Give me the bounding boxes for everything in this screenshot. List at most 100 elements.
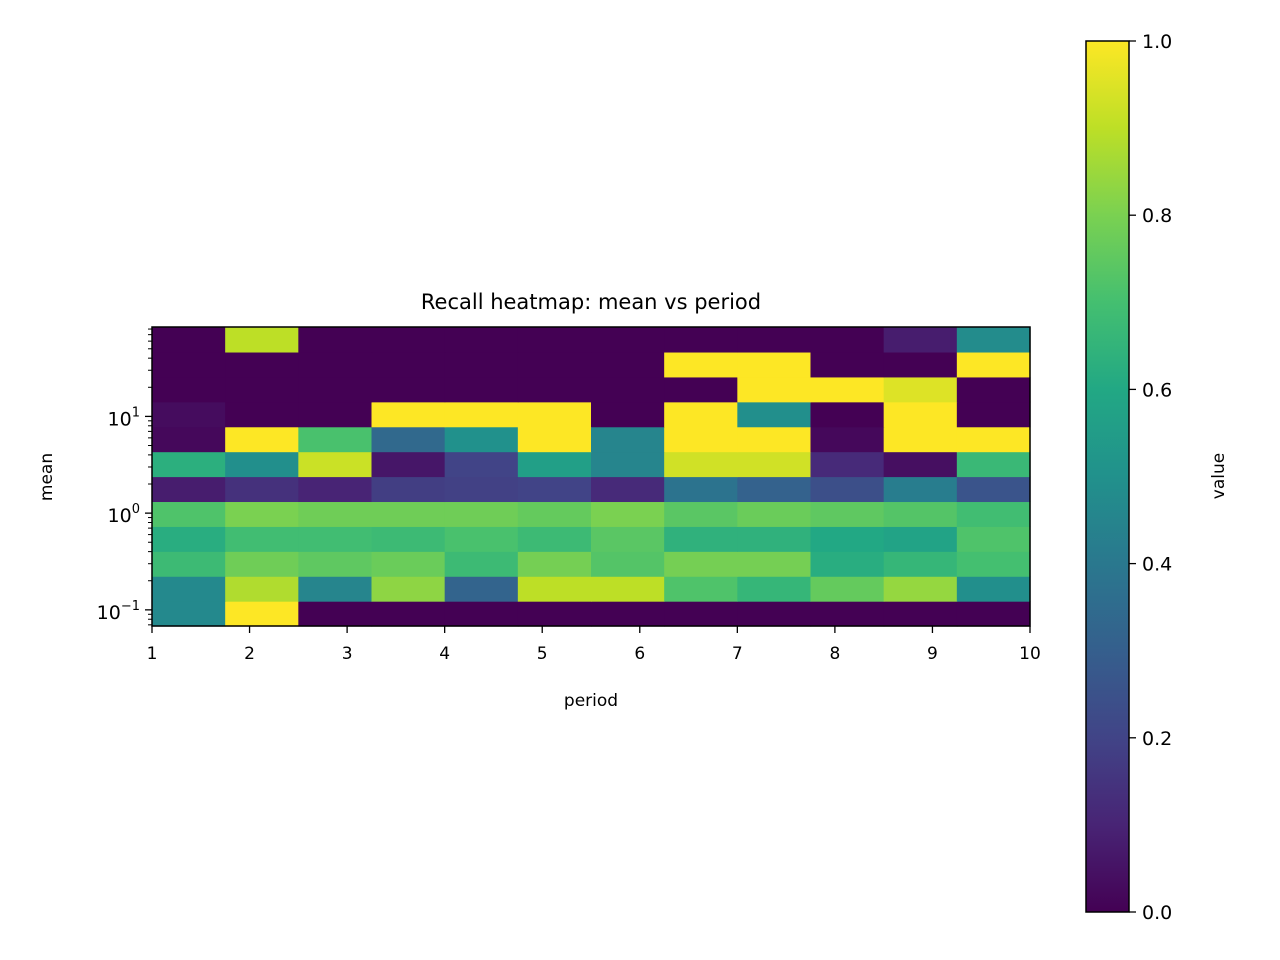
colorbar-tick-label: 0.0 <box>1142 902 1172 924</box>
heatmap-cell <box>883 526 958 552</box>
heatmap-cell <box>664 327 738 353</box>
heatmap-cell <box>152 526 226 552</box>
heatmap-cell <box>152 501 226 527</box>
heatmap-cell <box>883 376 958 403</box>
heatmap-cell <box>956 327 1031 353</box>
heatmap-cell <box>298 601 373 627</box>
heatmap-cell <box>225 376 299 403</box>
y-axis-label: mean <box>37 453 57 501</box>
heatmap-cell <box>298 526 373 552</box>
heatmap-cell <box>225 476 299 503</box>
heatmap-cell <box>152 426 226 453</box>
x-tick-label: 4 <box>439 644 450 664</box>
heatmap-cell <box>517 451 592 478</box>
heatmap-cell <box>444 551 519 577</box>
heatmap-cell <box>956 401 1031 428</box>
heatmap-cell <box>737 526 812 552</box>
x-tick-label: 3 <box>342 644 353 664</box>
heatmap-cell <box>591 476 665 503</box>
heatmap-cell <box>444 576 519 602</box>
heatmap-cell <box>664 526 738 552</box>
heatmap-cell <box>444 501 519 527</box>
heatmap-cell <box>810 426 885 453</box>
heatmap-cell <box>810 327 885 353</box>
heatmap-cells <box>152 327 1031 627</box>
heatmap-cell <box>444 601 519 627</box>
heatmap-cell <box>152 476 226 503</box>
heatmap-cell <box>664 551 738 577</box>
x-tick-label: 5 <box>537 644 548 664</box>
y-tick-label: 101 <box>108 405 140 430</box>
heatmap-cell <box>517 376 592 403</box>
heatmap-cell <box>298 501 373 527</box>
heatmap-cell <box>810 376 885 403</box>
heatmap-cell <box>371 551 446 577</box>
heatmap-cell <box>810 576 885 602</box>
heatmap-cell <box>737 327 812 353</box>
heatmap-cell <box>737 476 812 503</box>
heatmap-cell <box>956 576 1031 602</box>
heatmap-cell <box>737 351 812 378</box>
heatmap-cell <box>737 376 812 403</box>
heatmap-cell <box>371 576 446 602</box>
heatmap-cell <box>517 576 592 602</box>
heatmap-cell <box>444 327 519 353</box>
heatmap-cell <box>956 601 1031 627</box>
heatmap-cell <box>956 551 1031 577</box>
heatmap-cell <box>371 601 446 627</box>
heatmap-cell <box>152 551 226 577</box>
heatmap-cell <box>737 501 812 527</box>
heatmap-cell <box>444 351 519 378</box>
colorbar-ticks: 0.0 0.2 0.4 0.6 0.8 1.0 <box>1129 31 1172 924</box>
heatmap-cell <box>810 551 885 577</box>
colorbar-label: value <box>1209 453 1229 499</box>
heatmap-cell <box>591 401 665 428</box>
x-tick-label: 7 <box>732 644 743 664</box>
heatmap-cell <box>225 451 299 478</box>
heatmap-cell <box>737 551 812 577</box>
heatmap-cell <box>883 601 958 627</box>
heatmap-cell <box>883 501 958 527</box>
heatmap-cell <box>664 376 738 403</box>
heatmap-cell <box>225 351 299 378</box>
heatmap-cell <box>225 601 299 627</box>
heatmap-cell <box>517 526 592 552</box>
heatmap-cell <box>737 576 812 602</box>
heatmap-cell <box>956 451 1031 478</box>
heatmap-cell <box>371 451 446 478</box>
colorbar-tick-label: 0.8 <box>1142 205 1172 227</box>
heatmap-cell <box>591 501 665 527</box>
heatmap-cell <box>371 327 446 353</box>
heatmap-cell <box>152 351 226 378</box>
colorbar-tick-label: 0.2 <box>1142 728 1172 750</box>
heatmap-cell <box>298 426 373 453</box>
heatmap-cell <box>225 426 299 453</box>
heatmap-cell <box>664 576 738 602</box>
heatmap-cell <box>371 376 446 403</box>
x-tick-label: 10 <box>1019 644 1041 664</box>
heatmap-cell <box>444 526 519 552</box>
heatmap-cell <box>152 401 226 428</box>
heatmap-cell <box>810 401 885 428</box>
heatmap-cell <box>883 426 958 453</box>
heatmap-cell <box>517 476 592 503</box>
y-tick-label: 10−1 <box>97 599 140 624</box>
heatmap-cell <box>298 401 373 428</box>
heatmap-cell <box>225 526 299 552</box>
heatmap-cell <box>225 401 299 428</box>
heatmap-cell <box>371 526 446 552</box>
heatmap-cell <box>152 601 226 627</box>
heatmap-cell <box>371 401 446 428</box>
heatmap-cell <box>591 376 665 403</box>
heatmap-cell <box>810 451 885 478</box>
heatmap-cell <box>810 351 885 378</box>
x-tick-label: 2 <box>244 644 255 664</box>
heatmap-cell <box>371 476 446 503</box>
heatmap-cell <box>664 401 738 428</box>
heatmap-cell <box>883 351 958 378</box>
heatmap-cell <box>152 451 226 478</box>
heatmap-cell <box>591 327 665 353</box>
heatmap-cell <box>371 426 446 453</box>
heatmap-cell <box>883 401 958 428</box>
